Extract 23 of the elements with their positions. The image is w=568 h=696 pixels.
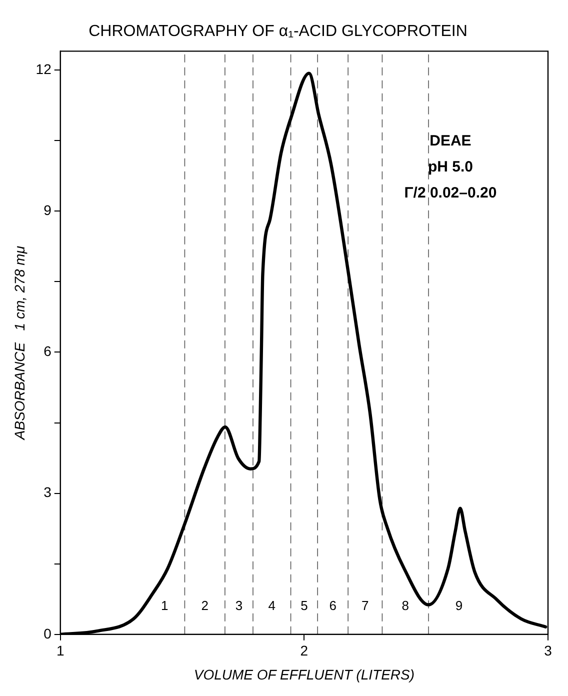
annotation: 8 xyxy=(402,598,409,613)
annotation: 6 xyxy=(329,598,336,613)
annotation: 3 xyxy=(235,598,243,613)
annotation: 2 xyxy=(201,598,208,613)
y-tick-label: 9 xyxy=(44,202,52,218)
annotation: Γ/2 0.02–0.20 xyxy=(404,184,497,202)
y-axis-title: ABSORBANCE 1 cm, 278 mμ xyxy=(11,246,28,441)
y-tick-label: 6 xyxy=(44,343,52,360)
y-tick-label: 0 xyxy=(44,625,52,642)
annotation: pH 5.0 xyxy=(428,158,473,176)
annotation: 7 xyxy=(362,598,369,613)
annotation: 4 xyxy=(268,598,276,613)
y-tick-label: 3 xyxy=(44,484,52,500)
annotation: 9 xyxy=(455,598,463,613)
y-tick-label: 12 xyxy=(36,60,52,77)
x-tick-label: 3 xyxy=(544,642,552,659)
x-tick-label: 1 xyxy=(56,642,64,659)
chart-title: CHROMATOGRAPHY OF α₁-ACID GLYCOPROTEIN xyxy=(88,23,468,40)
annotation: 1 xyxy=(160,598,168,613)
x-axis-title: VOLUME OF EFFLUENT (LITERS) xyxy=(194,666,415,682)
x-tick-label: 2 xyxy=(300,642,308,659)
annotation: DEAE xyxy=(430,132,472,150)
annotation: 5 xyxy=(300,598,308,613)
